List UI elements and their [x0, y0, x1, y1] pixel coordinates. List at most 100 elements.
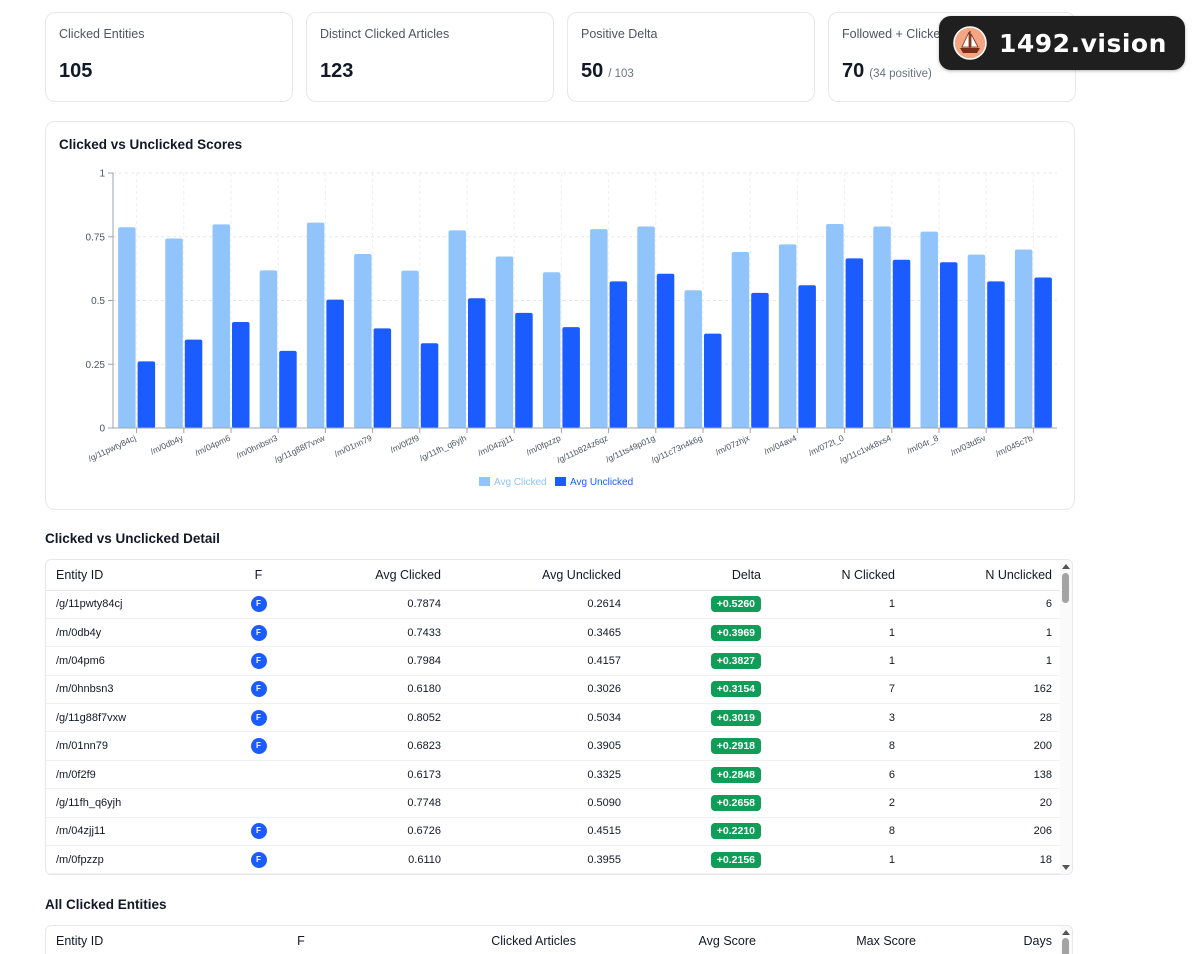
col-header-days[interactable]: Days [926, 926, 1062, 954]
col-header-entity-id[interactable]: Entity ID [46, 926, 246, 954]
table-row[interactable]: /g/11pwty84cj F 0.7874 0.2614 +0.5260 1 6 [46, 590, 1062, 619]
cell-delta: +0.2658 [631, 788, 771, 818]
cell-avg-clicked: 0.8052 [311, 703, 451, 733]
table-row[interactable]: /m/0db4y F 0.7433 0.3465 +0.3969 1 1 [46, 618, 1062, 648]
bar-avg-clicked [306, 222, 325, 428]
bar-avg-unclicked [751, 292, 769, 428]
bar-avg-clicked [873, 226, 891, 428]
cell-n-clicked: 1 [771, 646, 905, 676]
table-row[interactable]: /m/0fpzzp F 0.6110 0.3955 +0.2156 1 18 [46, 845, 1062, 874]
table-row[interactable]: /m/04zjj11 F 0.6726 0.4515 +0.2210 8 206 [46, 817, 1062, 847]
cell-n-unclicked: 6 [905, 590, 1062, 619]
stat-sub: / 103 [608, 68, 634, 80]
cell-n-unclicked: 200 [905, 731, 1062, 761]
delta-badge: +0.3019 [710, 709, 761, 726]
chart-title: Clicked vs Unclicked Scores [59, 137, 243, 152]
col-header-f[interactable]: F [206, 560, 311, 591]
cell-delta: +0.5260 [631, 590, 771, 619]
stat-label: Clicked Entities [59, 27, 145, 41]
cell-f: F [206, 817, 311, 847]
cell-avg-unclicked: 0.3905 [451, 731, 631, 761]
x-tick-label: /g/11g88f7vxw [273, 432, 327, 464]
detail-table-container[interactable]: Entity ID F Avg Clicked Avg Unclicked De… [45, 559, 1073, 875]
delta-badge: +0.2156 [710, 851, 761, 868]
ship-logo-icon [953, 26, 987, 60]
bar-avg-clicked [212, 224, 230, 428]
bar-avg-unclicked [137, 361, 156, 428]
followed-icon: F [250, 624, 267, 641]
cell-n-clicked: 3 [771, 703, 905, 733]
table-row[interactable]: /m/0hnbsn3 F 0.6180 0.3026 +0.3154 7 162 [46, 675, 1062, 705]
scroll-thumb[interactable] [1062, 938, 1069, 954]
all-clicked-table-scrollbar[interactable] [1060, 926, 1072, 954]
table-row[interactable]: /g/11fh_q6yjh 0.7748 0.5090 +0.2658 2 20 [46, 788, 1062, 818]
cell-avg-unclicked: 0.2614 [451, 590, 631, 619]
bar-avg-clicked [542, 272, 561, 428]
badge-text: 1492.vision [999, 28, 1167, 58]
cell-avg-clicked: 0.6180 [311, 675, 451, 705]
bar-avg-unclicked [468, 298, 486, 428]
detail-table-scrollbar[interactable] [1060, 560, 1072, 874]
x-tick-label: /g/11c73n4k6g [650, 433, 704, 465]
scroll-up-arrow-icon[interactable] [1062, 930, 1070, 935]
cell-n-unclicked: 206 [905, 817, 1062, 847]
x-tick-label: /g/11fh_q6yjh [418, 433, 468, 463]
cell-f [206, 760, 311, 790]
y-tick-label: 0.5 [91, 296, 105, 307]
table-row[interactable]: /g/11g88f7vxw F 0.8052 0.5034 +0.3019 3 28 [46, 703, 1062, 733]
scroll-thumb[interactable] [1062, 573, 1069, 603]
cell-n-clicked: 8 [771, 731, 905, 761]
x-tick-label: /m/04zjj11 [476, 433, 515, 458]
col-header-entity-id[interactable]: Entity ID [46, 560, 206, 591]
col-header-n-clicked[interactable]: N Clicked [771, 560, 905, 591]
x-tick-label: /m/04r_8 [905, 433, 940, 456]
stat-sub: (34 positive) [869, 68, 932, 80]
stat-card-clicked-entities: Clicked Entities 105 [45, 12, 293, 102]
bar-avg-clicked [967, 254, 986, 428]
scroll-down-arrow-icon[interactable] [1062, 865, 1070, 870]
bar-avg-unclicked [798, 285, 816, 428]
cell-entity-id: /m/0db4y [46, 618, 206, 648]
x-tick-label: /m/045c7b [994, 433, 1034, 459]
cell-n-clicked: 6 [771, 760, 905, 790]
cell-delta: +0.2918 [631, 731, 771, 761]
col-header-avg-unclicked[interactable]: Avg Unclicked [451, 560, 631, 591]
cell-delta: +0.3154 [631, 675, 771, 705]
col-header-clicked-articles[interactable]: Clicked Articles [356, 926, 586, 954]
col-header-f[interactable]: F [246, 926, 356, 954]
bar-avg-unclicked [609, 281, 628, 428]
table-row[interactable]: /m/0f2f9 0.6173 0.3325 +0.2848 6 138 [46, 760, 1062, 790]
cell-entity-id: /m/04zjj11 [46, 817, 206, 847]
bar-avg-clicked [1014, 249, 1033, 428]
bar-avg-unclicked [515, 312, 533, 428]
cell-entity-id: /m/0fpzzp [46, 845, 206, 874]
cell-n-clicked: 1 [771, 590, 905, 619]
table-row[interactable]: /m/01nn79 F 0.6823 0.3905 +0.2918 8 200 [46, 731, 1062, 761]
bar-avg-clicked [401, 270, 419, 428]
cell-avg-clicked: 0.7874 [311, 590, 451, 619]
col-header-max-score[interactable]: Max Score [766, 926, 926, 954]
x-tick-label: /m/04av4 [762, 433, 798, 457]
col-header-n-unclicked[interactable]: N Unclicked [905, 560, 1062, 591]
cell-delta: +0.3019 [631, 703, 771, 733]
x-tick-label: /m/03td5v [949, 432, 988, 457]
x-tick-label: /g/11c1wk8xs4 [838, 433, 893, 466]
x-tick-label: /m/072t_0 [807, 433, 846, 458]
bar-avg-unclicked [987, 281, 1005, 428]
col-header-avg-score[interactable]: Avg Score [586, 926, 766, 954]
y-tick-label: 0.25 [86, 360, 106, 371]
col-header-delta[interactable]: Delta [631, 560, 771, 591]
cell-n-unclicked: 18 [905, 845, 1062, 874]
stat-value-wrap: 123 [320, 60, 540, 83]
scroll-up-arrow-icon[interactable] [1062, 564, 1070, 569]
cell-entity-id: /g/11fh_q6yjh [46, 788, 206, 818]
followed-icon: F [250, 652, 267, 669]
x-tick-label: /g/11ts49p01g [604, 433, 657, 465]
table-header-row: Entity ID F Clicked Articles Avg Score M… [46, 926, 1062, 954]
cell-delta: +0.2848 [631, 760, 771, 790]
all-clicked-table-container[interactable]: Entity ID F Clicked Articles Avg Score M… [45, 925, 1073, 954]
x-tick-label: /m/0fpzzp [525, 433, 563, 458]
cell-f: F [206, 703, 311, 733]
col-header-avg-clicked[interactable]: Avg Clicked [311, 560, 451, 591]
table-row[interactable]: /m/04pm6 F 0.7984 0.4157 +0.3827 1 1 [46, 646, 1062, 676]
